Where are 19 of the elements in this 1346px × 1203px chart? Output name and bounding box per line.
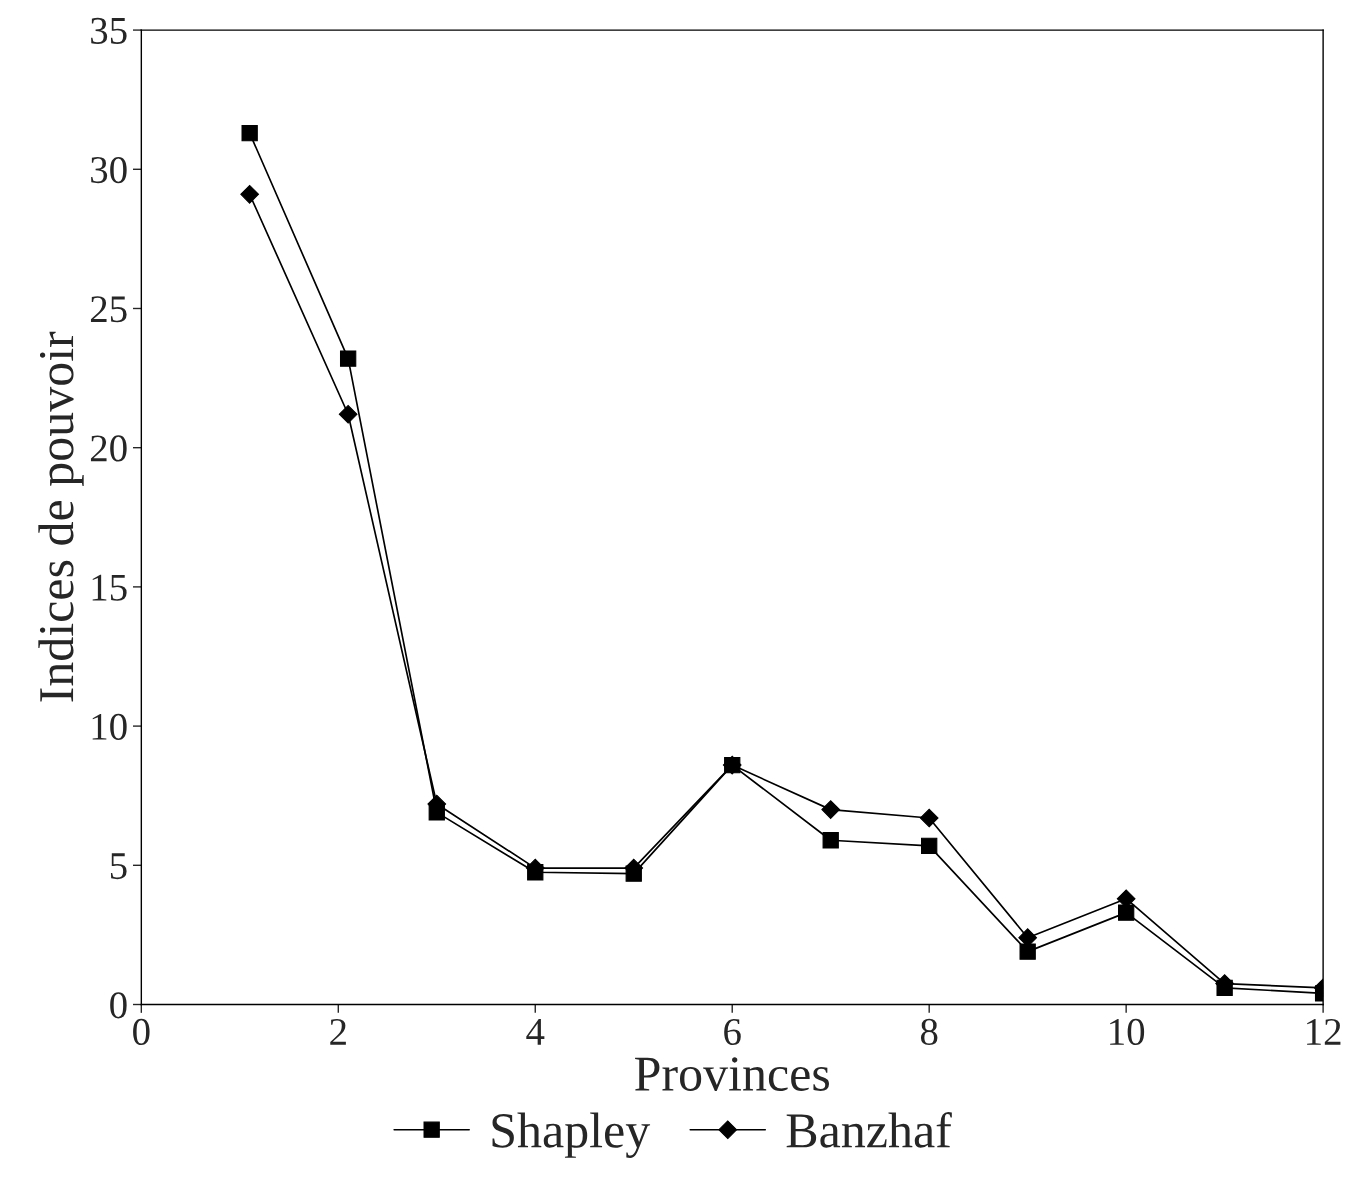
x-tick-label: 6 xyxy=(724,1018,741,1046)
y-tick-label: 35 xyxy=(91,17,127,44)
legend-label: Shapley xyxy=(492,1112,651,1158)
x-tick-label: 10 xyxy=(1110,1018,1145,1046)
x-tick-label: 2 xyxy=(330,1018,346,1045)
x-tick-label: 4 xyxy=(526,1019,545,1045)
x-tick-label: 0 xyxy=(133,1018,150,1046)
x-tick-label: 12 xyxy=(1307,1018,1341,1045)
x-axis-title: Provinces xyxy=(635,1057,830,1091)
y-tick-label: 10 xyxy=(92,713,127,740)
y-tick-label: 25 xyxy=(90,296,127,323)
y-axis-title: Indices de pouvoir xyxy=(38,331,84,702)
x-tick-label: 8 xyxy=(920,1018,938,1046)
y-tick-label: 20 xyxy=(90,435,127,462)
y-tick-label: 15 xyxy=(92,574,127,601)
y-tick-label: 5 xyxy=(110,853,127,880)
y-tick-label: 0 xyxy=(110,992,127,1019)
legend-label: Banzhaf xyxy=(786,1112,952,1148)
y-tick-label: 30 xyxy=(91,156,127,184)
